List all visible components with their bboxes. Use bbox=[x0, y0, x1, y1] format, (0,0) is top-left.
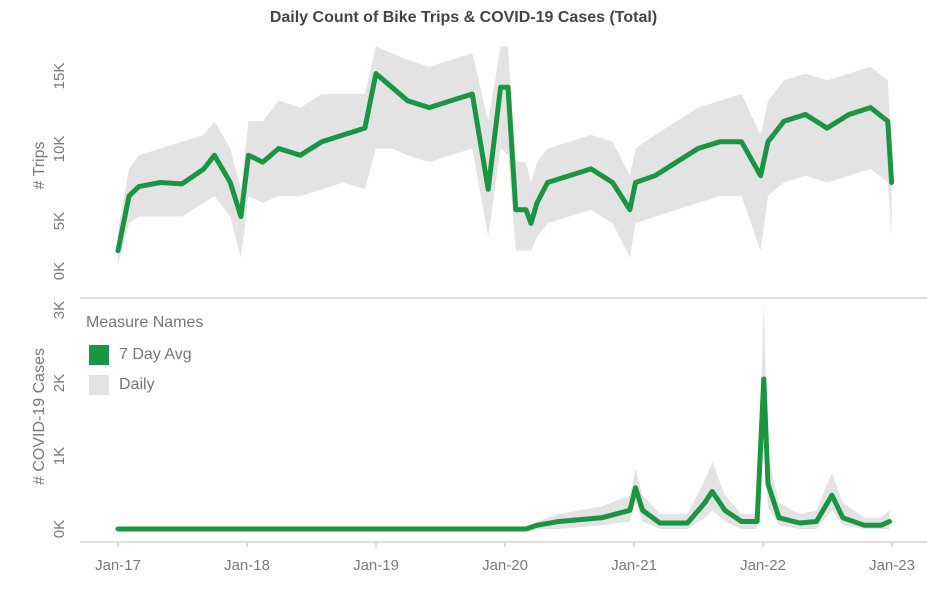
y-tick-label-covid-3k: 3K bbox=[51, 301, 68, 319]
x-tick-label-jan-22: Jan-22 bbox=[740, 557, 786, 574]
y-tick-label-trips-5k: 5K bbox=[51, 212, 68, 230]
y-tick-label-covid-0k: 0K bbox=[51, 520, 68, 538]
legend[interactable]: Measure Names 7 Day Avg Daily bbox=[86, 314, 203, 400]
x-tick-label-jan-21: Jan-21 bbox=[611, 557, 657, 574]
x-tick-label-jan-19: Jan-19 bbox=[353, 557, 399, 574]
legend-swatch-7-day-avg bbox=[89, 345, 109, 365]
legend-item-daily[interactable]: Daily bbox=[89, 370, 203, 400]
y-axis-title-trips: # Trips bbox=[31, 141, 48, 189]
x-tick-label-jan-20: Jan-20 bbox=[482, 557, 528, 574]
avg-line-trips bbox=[115, 71, 895, 254]
x-tick-label-jan-23: Jan-23 bbox=[869, 557, 915, 574]
daily-band-trips bbox=[118, 46, 892, 265]
legend-item-7-day-avg[interactable]: 7 Day Avg bbox=[89, 340, 203, 370]
y-tick-label-trips-15k: 15K bbox=[51, 63, 68, 90]
y-tick-label-trips-10k: 10K bbox=[51, 136, 68, 163]
legend-label-7-day-avg: 7 Day Avg bbox=[119, 346, 192, 363]
y-axis-title-covid: # COVID-19 Cases bbox=[31, 348, 48, 485]
legend-swatch-daily bbox=[89, 375, 109, 395]
avg-line-covid bbox=[115, 376, 892, 532]
y-tick-label-covid-2k: 2K bbox=[51, 374, 68, 392]
y-tick-label-trips-0k: 0K bbox=[51, 262, 68, 280]
y-tick-label-covid-1k: 1K bbox=[51, 447, 68, 465]
legend-label-daily: Daily bbox=[119, 376, 155, 393]
legend-title: Measure Names bbox=[86, 314, 204, 331]
x-tick-label-jan-17: Jan-17 bbox=[95, 557, 141, 574]
chart-title: Daily Count of Bike Trips & COVID-19 Cas… bbox=[269, 9, 658, 26]
x-tick-label-jan-18: Jan-18 bbox=[224, 557, 270, 574]
